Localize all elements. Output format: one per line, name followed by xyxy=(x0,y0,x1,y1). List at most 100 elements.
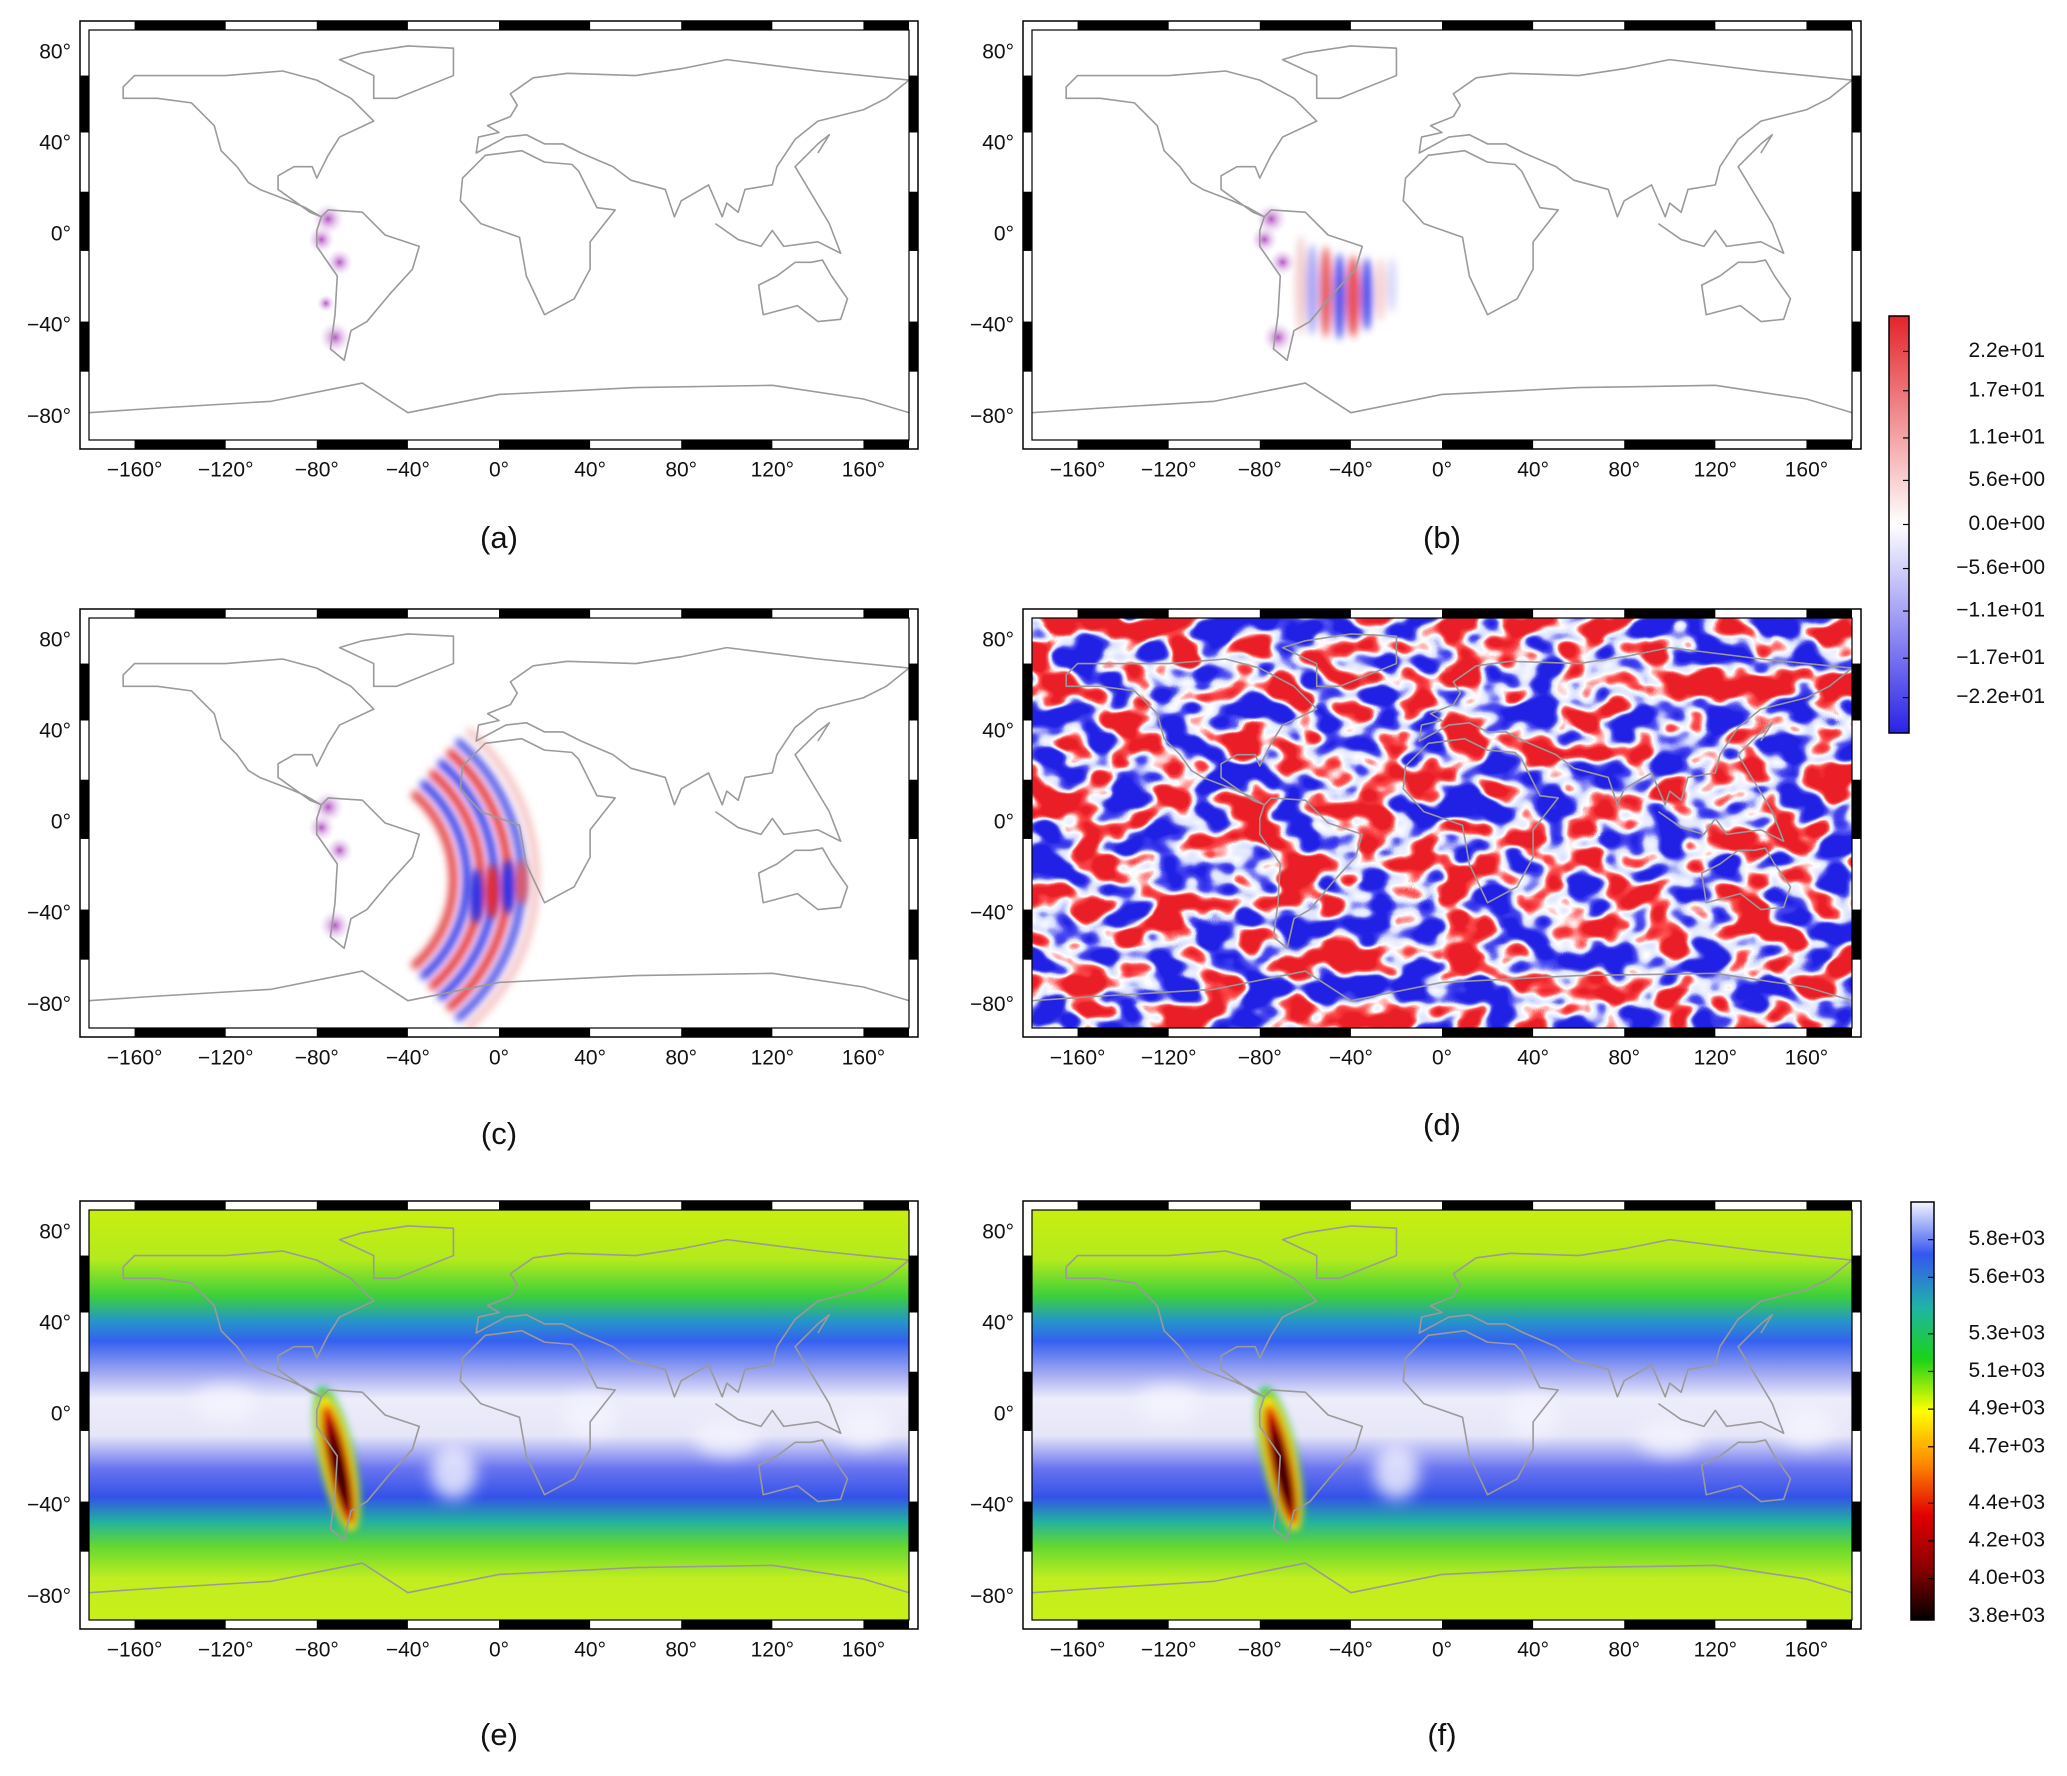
frame-segment xyxy=(1806,1620,1852,1629)
x-tick-label: 120° xyxy=(751,459,794,482)
x-tick-label: −160° xyxy=(1050,459,1106,482)
frame-segment xyxy=(1624,440,1716,449)
x-tick-label: 80° xyxy=(665,1047,697,1070)
frame-segment xyxy=(681,1201,773,1210)
frame-segment xyxy=(1806,609,1852,618)
colorbar-tick-label: 4.0e+03 xyxy=(1969,1566,2046,1589)
frame-segment xyxy=(1624,609,1716,618)
map-shape xyxy=(1387,257,1397,313)
frame-segment xyxy=(863,609,909,618)
frame-segment xyxy=(1806,21,1852,30)
frame-segment xyxy=(1852,1501,1861,1552)
y-tick-label: 80° xyxy=(39,40,71,63)
map-shape xyxy=(88,29,910,441)
y-tick-label: 40° xyxy=(39,131,71,154)
map-shape xyxy=(469,859,528,924)
map-field xyxy=(88,1209,910,1621)
x-tick-label: −40° xyxy=(386,1639,430,1662)
y-tick-label: 80° xyxy=(39,1220,71,1243)
frame-segment xyxy=(1077,440,1169,449)
x-tick-label: 120° xyxy=(751,1047,794,1070)
map-shape xyxy=(410,789,458,971)
x-tick-label: −80° xyxy=(295,1639,339,1662)
frame-segment xyxy=(1852,1255,1861,1313)
colorbar-tick-label: 4.9e+03 xyxy=(1969,1397,2046,1420)
map-shape xyxy=(325,836,354,865)
x-tick-label: 0° xyxy=(1432,1639,1452,1662)
x-tick-label: −120° xyxy=(198,1639,254,1662)
x-tick-label: 160° xyxy=(1785,1639,1828,1662)
map-shape xyxy=(501,859,515,915)
frame-segment xyxy=(681,609,773,618)
map-shape xyxy=(694,1419,759,1456)
y-tick-label: −40° xyxy=(970,1494,1014,1517)
frame-outer xyxy=(79,608,919,1038)
y-tick-label: 0° xyxy=(994,223,1014,246)
frame-segment xyxy=(1023,1371,1032,1431)
frame-segment xyxy=(1259,1201,1351,1210)
x-tick-label: −120° xyxy=(1141,459,1197,482)
x-tick-label: −120° xyxy=(198,459,254,482)
map-shape xyxy=(430,1444,477,1500)
y-tick-label: −40° xyxy=(27,902,71,925)
frame-inner xyxy=(88,1209,910,1621)
map-shape xyxy=(1346,255,1360,338)
colorbar-tick-label: −2.2e+01 xyxy=(1956,685,2045,708)
frame-segment xyxy=(1852,1371,1861,1431)
frame-segment xyxy=(909,191,918,251)
frame-outer xyxy=(79,1200,919,1630)
map-shape xyxy=(316,294,335,313)
x-tick-label: 0° xyxy=(489,459,509,482)
map-shape xyxy=(1031,617,1853,1029)
map-shape xyxy=(307,813,335,842)
y-tick-label: 40° xyxy=(982,719,1014,742)
colorbar-tick-label: −1.7e+01 xyxy=(1956,646,2045,669)
frame-outer xyxy=(1022,20,1862,450)
colorbar-tick-label: −5.6e+00 xyxy=(1956,556,2045,579)
map-shape xyxy=(1136,1385,1201,1422)
x-tick-label: 120° xyxy=(1694,459,1737,482)
map-shape xyxy=(836,1405,891,1447)
frame-segment xyxy=(1852,663,1861,721)
x-tick-label: 40° xyxy=(1517,1639,1549,1662)
frame-segment xyxy=(316,1028,408,1037)
frame-segment xyxy=(863,1028,909,1037)
y-tick-label: 0° xyxy=(51,223,71,246)
frame-segment xyxy=(1077,21,1169,30)
colorbar-tick-label: 0.0e+00 xyxy=(1969,512,2046,535)
map-field xyxy=(1031,617,1853,1029)
frame-segment xyxy=(499,1028,591,1037)
map-shape xyxy=(1375,257,1386,322)
frame-segment xyxy=(1852,909,1861,960)
map-shape xyxy=(1779,1405,1834,1447)
frame-segment xyxy=(499,1201,591,1210)
x-tick-label: 160° xyxy=(1785,1047,1828,1070)
frame-segment xyxy=(1023,321,1032,372)
frame-segment xyxy=(499,21,591,30)
y-tick-label: −40° xyxy=(27,1494,71,1517)
map-field xyxy=(1031,29,1853,441)
y-tick-label: −80° xyxy=(970,405,1014,428)
map-shape xyxy=(464,726,541,1029)
x-tick-label: −160° xyxy=(1050,1639,1106,1662)
frame-outer xyxy=(1022,1200,1862,1630)
panel-caption: (f) xyxy=(1427,1717,1456,1752)
y-tick-label: −40° xyxy=(27,314,71,337)
y-tick-label: 80° xyxy=(982,1220,1014,1243)
y-tick-label: −40° xyxy=(970,902,1014,925)
frame-segment xyxy=(1442,21,1534,30)
colorbar-tick-label: 4.2e+03 xyxy=(1969,1528,2046,1551)
frame-segment xyxy=(909,75,918,133)
frame-segment xyxy=(80,1371,89,1431)
map-shape xyxy=(1637,1419,1702,1456)
frame-segment xyxy=(1259,1620,1351,1629)
map-shape xyxy=(1295,235,1397,340)
frame-segment xyxy=(681,440,773,449)
colorbar-tick-label: 4.4e+03 xyxy=(1969,1491,2046,1514)
frame-segment xyxy=(1259,21,1351,30)
x-tick-label: 40° xyxy=(574,1639,606,1662)
y-tick-label: 40° xyxy=(39,1311,71,1334)
map-shape xyxy=(193,1385,258,1422)
